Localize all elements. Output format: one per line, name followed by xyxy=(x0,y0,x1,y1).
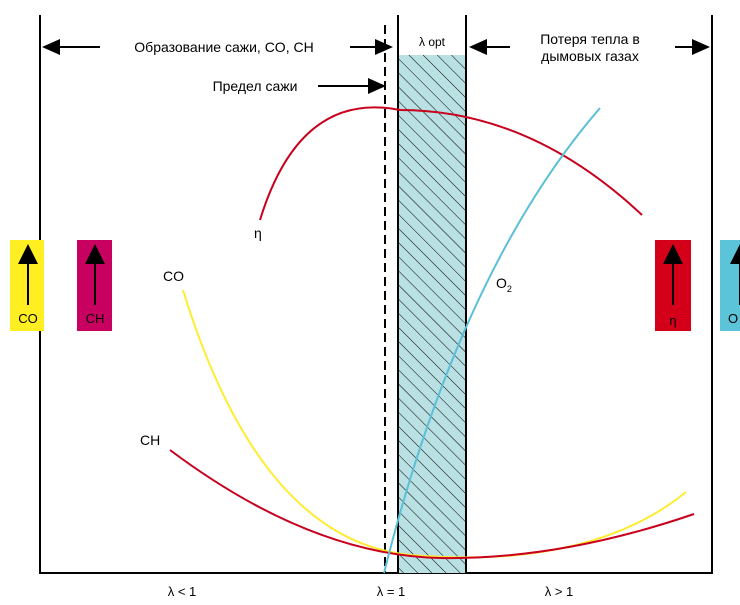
eta-curve xyxy=(259,106,643,221)
o2-indicator: O xyxy=(720,240,740,331)
o2-curve-label: O2 xyxy=(496,275,512,294)
o2-indicator-label: O xyxy=(728,311,738,326)
x-label-lambda-eq-1: λ = 1 xyxy=(377,584,406,599)
ch-indicator-label: CH xyxy=(86,311,105,326)
eta-indicator: η xyxy=(655,240,691,331)
ch-indicator: CH xyxy=(77,240,112,331)
ch-curve xyxy=(169,449,695,560)
left-region-label: Образование сажи, CO, CH xyxy=(134,39,313,55)
eta-indicator-label: η xyxy=(669,313,676,328)
soot-limit-arrow xyxy=(318,78,386,94)
x-label-lambda-lt-1: λ < 1 xyxy=(168,584,197,599)
o2-curve xyxy=(383,107,601,574)
left-region-arrow xyxy=(42,39,393,55)
o2-curve-label-base: O xyxy=(496,275,507,291)
x-label-lambda-gt-1: λ > 1 xyxy=(545,584,574,599)
eta-curve-label: η xyxy=(254,225,262,241)
lambda-opt-label: λ opt xyxy=(419,35,446,49)
right-region-label-line1: Потеря тепла в xyxy=(540,31,640,47)
lambda-opt-hatch xyxy=(398,55,466,573)
right-region-arrow xyxy=(469,39,710,55)
o2-curve-label-sub: 2 xyxy=(507,284,512,294)
co-indicator: CO xyxy=(10,240,44,331)
co-indicator-label: CO xyxy=(18,311,38,326)
soot-limit-label: Предел сажи xyxy=(213,78,298,94)
ch-curve-label: CH xyxy=(140,432,160,448)
co-curve-label: CO xyxy=(163,268,184,284)
right-region-label-line2: дымовых газах xyxy=(541,48,639,64)
